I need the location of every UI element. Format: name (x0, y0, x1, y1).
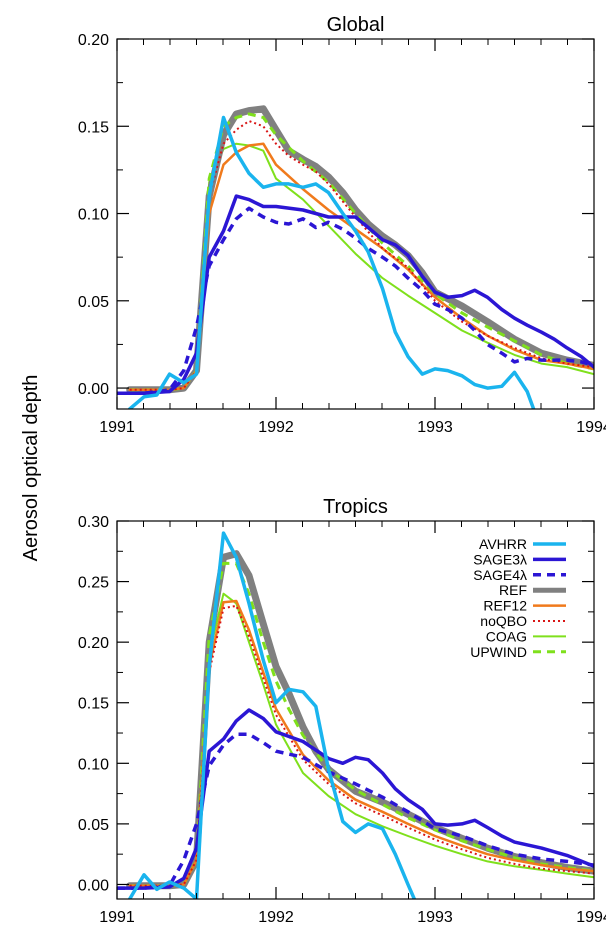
series-group (117, 531, 594, 899)
legend-label-sage4lambda: SAGE4λ (473, 567, 527, 583)
series-line-avhrr (127, 531, 417, 899)
x-tick-label: 1993 (417, 419, 453, 436)
series-line-avhrr (127, 115, 536, 409)
series-line-sage3lambda (117, 708, 594, 890)
x-tick-label: 1991 (99, 909, 135, 926)
chart-title: Global (327, 14, 385, 36)
y-tick-label: 0.30 (78, 514, 109, 531)
x-tick-label: 1993 (417, 909, 453, 926)
x-tick-label: 1994 (576, 909, 606, 926)
legend-label-avhrr: AVHRR (479, 536, 527, 552)
series-group (117, 105, 594, 409)
legend-label-coag: COAG (486, 628, 527, 644)
y-tick-label: 0.25 (78, 575, 109, 592)
y-tick-label: 0.10 (78, 756, 109, 773)
y-tick-label: 0.15 (78, 119, 109, 136)
series-line-sage3lambda (117, 194, 594, 396)
legend-label-ref12: REF12 (483, 598, 527, 614)
legend-label-ref: REF (499, 582, 527, 598)
x-tick-label: 1991 (99, 419, 135, 436)
x-tick-label: 1994 (576, 419, 606, 436)
y-tick-label: 0.05 (78, 294, 109, 311)
legend-label-sage3lambda: SAGE3λ (473, 551, 527, 567)
legend-label-upwind: UPWIND (470, 644, 527, 660)
series-line-sage4lambda (117, 732, 594, 890)
x-tick-label: 1992 (258, 909, 294, 926)
x-tick-label: 1992 (258, 419, 294, 436)
chart-tropics: Tropics 1991 1992 1993 1994 0.00 0.05 0.10 0.15 0… (78, 496, 606, 926)
y-tick-label: 0.00 (78, 877, 109, 894)
y-tick-label: 0.10 (78, 207, 109, 224)
legend-label-noqbo: noQBO (480, 613, 527, 629)
y-tick-label: 0.05 (78, 817, 109, 834)
y-axis-label: Aerosol optical depth (20, 375, 42, 562)
series-line-upwind (129, 561, 594, 888)
chart-title: Tropics (323, 496, 388, 518)
y-tick-label: 0.00 (78, 381, 109, 398)
y-tick-label: 0.20 (78, 635, 109, 652)
y-tick-label: 0.15 (78, 696, 109, 713)
chart-global: Global 1991 1992 1993 1994 0.00 0.05 0.10 0.15 0.… (78, 14, 606, 436)
y-tick-label: 0.20 (78, 32, 109, 49)
